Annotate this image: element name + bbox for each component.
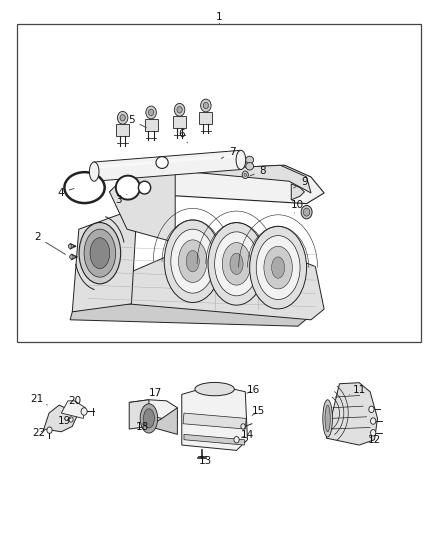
Ellipse shape bbox=[222, 243, 251, 285]
Text: 22: 22 bbox=[32, 428, 45, 438]
Circle shape bbox=[81, 408, 87, 415]
Bar bbox=[17, 24, 421, 342]
Text: 18: 18 bbox=[136, 423, 149, 432]
Ellipse shape bbox=[178, 240, 207, 282]
Circle shape bbox=[148, 109, 154, 116]
Ellipse shape bbox=[89, 162, 99, 181]
Text: 6: 6 bbox=[178, 130, 187, 143]
Ellipse shape bbox=[264, 246, 293, 289]
Text: 1: 1 bbox=[215, 12, 223, 22]
Ellipse shape bbox=[301, 205, 312, 219]
Ellipse shape bbox=[272, 257, 285, 278]
Circle shape bbox=[201, 99, 211, 112]
Ellipse shape bbox=[236, 150, 246, 169]
Ellipse shape bbox=[156, 157, 168, 168]
Text: 4: 4 bbox=[57, 188, 74, 198]
Text: 7: 7 bbox=[221, 147, 236, 158]
Ellipse shape bbox=[303, 208, 310, 216]
Circle shape bbox=[120, 115, 125, 121]
Ellipse shape bbox=[144, 409, 154, 428]
Polygon shape bbox=[72, 213, 136, 312]
Polygon shape bbox=[116, 124, 129, 136]
Circle shape bbox=[234, 437, 239, 443]
Text: 19: 19 bbox=[58, 416, 71, 426]
Circle shape bbox=[244, 173, 247, 176]
Polygon shape bbox=[129, 400, 177, 418]
Text: 10: 10 bbox=[291, 200, 304, 213]
Circle shape bbox=[69, 417, 73, 422]
Ellipse shape bbox=[230, 253, 243, 274]
Polygon shape bbox=[94, 154, 241, 169]
Circle shape bbox=[241, 424, 245, 429]
Polygon shape bbox=[110, 165, 311, 243]
Circle shape bbox=[177, 107, 182, 113]
Text: 14: 14 bbox=[241, 431, 254, 440]
Ellipse shape bbox=[256, 236, 300, 300]
Ellipse shape bbox=[250, 226, 307, 309]
Circle shape bbox=[242, 171, 248, 179]
Text: 13: 13 bbox=[198, 456, 212, 466]
Circle shape bbox=[371, 430, 376, 436]
Ellipse shape bbox=[246, 163, 254, 170]
Text: 21: 21 bbox=[31, 394, 47, 405]
Ellipse shape bbox=[164, 220, 221, 303]
Ellipse shape bbox=[90, 238, 110, 269]
Text: 11: 11 bbox=[350, 385, 366, 395]
Polygon shape bbox=[326, 383, 378, 445]
Text: 16: 16 bbox=[247, 385, 260, 395]
Ellipse shape bbox=[116, 176, 140, 200]
Polygon shape bbox=[291, 184, 304, 200]
Ellipse shape bbox=[79, 223, 121, 284]
Ellipse shape bbox=[138, 181, 151, 194]
Circle shape bbox=[70, 255, 73, 259]
Polygon shape bbox=[61, 401, 85, 418]
Text: 5: 5 bbox=[128, 115, 146, 128]
Ellipse shape bbox=[195, 383, 234, 395]
Ellipse shape bbox=[325, 405, 330, 432]
Polygon shape bbox=[110, 165, 324, 204]
Polygon shape bbox=[173, 116, 186, 128]
Polygon shape bbox=[184, 434, 244, 445]
Ellipse shape bbox=[323, 400, 332, 437]
Ellipse shape bbox=[84, 229, 116, 277]
Text: 3: 3 bbox=[115, 195, 127, 205]
Polygon shape bbox=[94, 150, 241, 181]
Circle shape bbox=[47, 427, 52, 433]
Polygon shape bbox=[149, 408, 177, 434]
Polygon shape bbox=[182, 385, 247, 450]
Circle shape bbox=[117, 111, 128, 124]
Polygon shape bbox=[145, 119, 158, 131]
Polygon shape bbox=[199, 112, 212, 124]
Text: 17: 17 bbox=[149, 389, 162, 398]
Ellipse shape bbox=[208, 223, 265, 305]
Text: 12: 12 bbox=[368, 435, 381, 445]
Circle shape bbox=[203, 102, 208, 109]
Ellipse shape bbox=[64, 172, 105, 203]
Polygon shape bbox=[70, 293, 315, 326]
Ellipse shape bbox=[140, 404, 158, 433]
Circle shape bbox=[68, 244, 72, 248]
Text: 9: 9 bbox=[294, 177, 308, 188]
Ellipse shape bbox=[246, 156, 254, 164]
Polygon shape bbox=[127, 243, 324, 320]
Circle shape bbox=[174, 103, 185, 116]
Ellipse shape bbox=[171, 229, 215, 293]
Polygon shape bbox=[44, 404, 77, 432]
Text: 8: 8 bbox=[250, 166, 266, 176]
Text: 20: 20 bbox=[68, 396, 81, 406]
Text: 15: 15 bbox=[252, 407, 265, 416]
Polygon shape bbox=[183, 413, 246, 429]
Text: 2: 2 bbox=[34, 232, 66, 254]
Circle shape bbox=[146, 106, 156, 119]
Ellipse shape bbox=[186, 251, 199, 272]
Ellipse shape bbox=[215, 232, 258, 296]
Polygon shape bbox=[129, 400, 149, 429]
Circle shape bbox=[371, 418, 376, 424]
Circle shape bbox=[369, 406, 374, 413]
